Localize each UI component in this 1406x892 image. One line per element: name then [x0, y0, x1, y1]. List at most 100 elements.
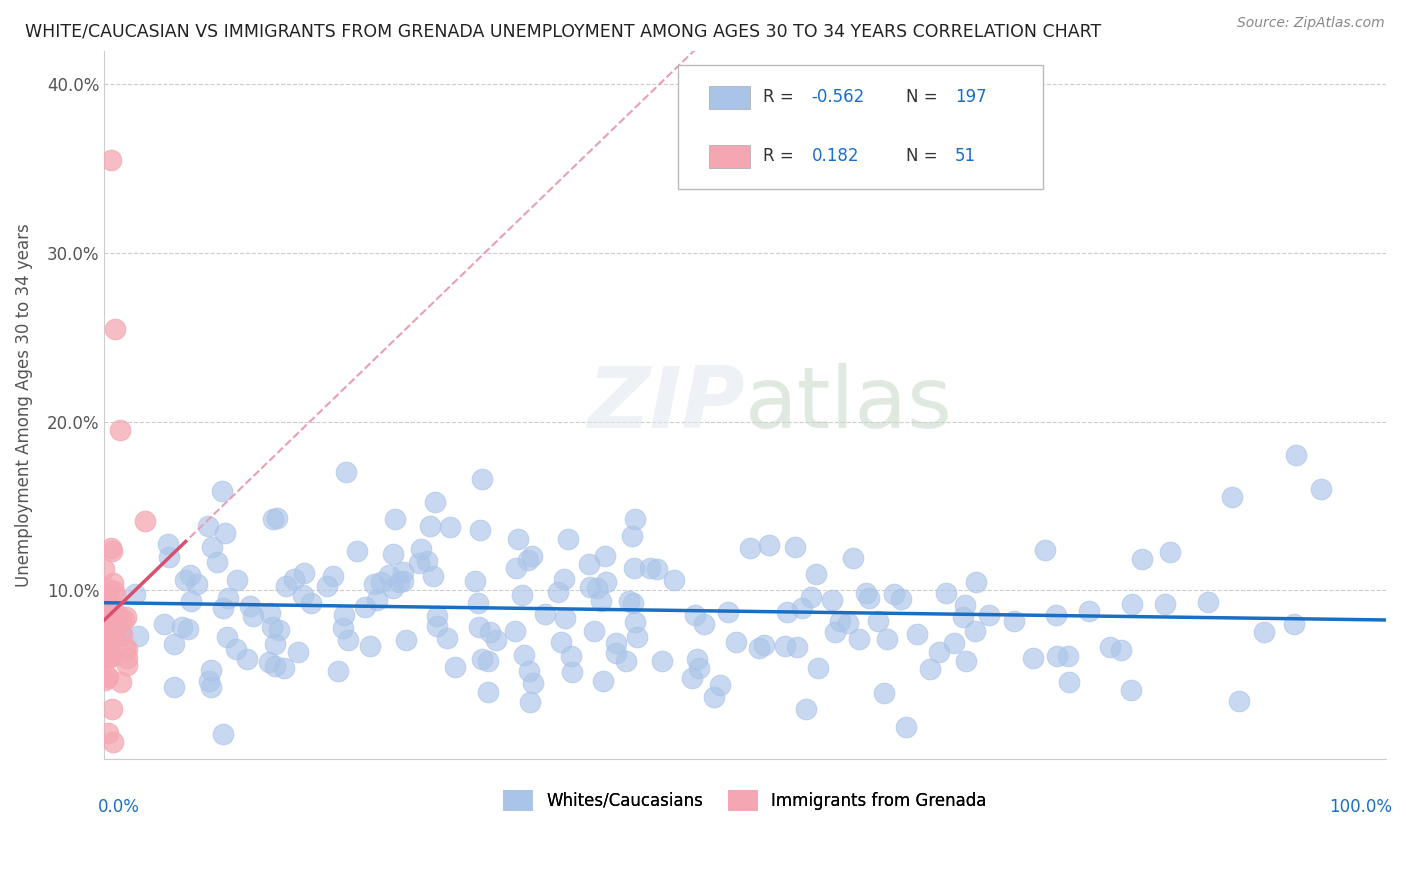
Point	[172, 620, 194, 634]
Point	[186, 577, 208, 591]
Point	[444, 660, 467, 674]
Text: 197: 197	[955, 88, 987, 106]
Point	[283, 573, 305, 587]
Point	[1197, 595, 1219, 609]
Point	[197, 519, 219, 533]
Point	[1253, 625, 1275, 640]
Point	[217, 630, 239, 644]
Point	[1227, 694, 1250, 708]
Point	[108, 423, 131, 437]
Text: -0.562: -0.562	[811, 88, 865, 106]
Point	[468, 524, 491, 538]
Point	[725, 635, 748, 649]
Point	[1098, 640, 1121, 654]
Y-axis label: Unemployment Among Ages 30 to 34 years: Unemployment Among Ages 30 to 34 years	[15, 223, 32, 587]
Point	[225, 573, 247, 587]
Point	[583, 624, 606, 638]
Point	[952, 610, 974, 624]
Point	[1282, 617, 1305, 632]
Point	[1046, 648, 1069, 663]
Point	[174, 574, 197, 588]
Point	[471, 651, 494, 665]
Point	[1022, 651, 1045, 665]
Point	[592, 674, 614, 689]
Point	[621, 596, 644, 610]
Text: Source: ZipAtlas.com: Source: ZipAtlas.com	[1237, 16, 1385, 30]
Point	[821, 592, 844, 607]
Point	[267, 624, 290, 638]
Point	[1154, 597, 1177, 611]
FancyBboxPatch shape	[709, 87, 749, 109]
Point	[785, 540, 807, 554]
Point	[94, 602, 117, 616]
Point	[467, 596, 489, 610]
Point	[1109, 643, 1132, 657]
Text: atlas: atlas	[745, 363, 953, 446]
Point	[578, 580, 600, 594]
Point	[422, 569, 444, 583]
Point	[1057, 674, 1080, 689]
Point	[101, 599, 124, 613]
Point	[709, 677, 731, 691]
Point	[621, 529, 644, 543]
Point	[96, 670, 118, 684]
Point	[688, 661, 710, 675]
Point	[1002, 615, 1025, 629]
Point	[464, 574, 486, 588]
Point	[1285, 448, 1308, 462]
Point	[315, 579, 337, 593]
Point	[905, 627, 928, 641]
Point	[837, 616, 859, 631]
Point	[595, 575, 617, 590]
Point	[236, 652, 259, 666]
Point	[477, 653, 499, 667]
Point	[395, 632, 418, 647]
Point	[807, 661, 830, 675]
Text: 0.0%: 0.0%	[98, 797, 139, 815]
Point	[1121, 597, 1143, 611]
Point	[381, 548, 404, 562]
Point	[1045, 607, 1067, 622]
Point	[392, 565, 415, 579]
Point	[104, 590, 127, 604]
Point	[824, 624, 846, 639]
Text: N =: N =	[907, 147, 943, 165]
Text: WHITE/CAUCASIAN VS IMMIGRANTS FROM GRENADA UNEMPLOYMENT AMONG AGES 30 TO 34 YEAR: WHITE/CAUCASIAN VS IMMIGRANTS FROM GRENA…	[25, 22, 1101, 40]
Point	[156, 536, 179, 550]
Point	[942, 636, 965, 650]
Point	[977, 608, 1000, 623]
Point	[103, 735, 125, 749]
Point	[322, 569, 344, 583]
Point	[436, 631, 458, 645]
Point	[346, 544, 368, 558]
Text: N =: N =	[907, 88, 943, 106]
Point	[104, 610, 127, 624]
Point	[894, 720, 917, 734]
Point	[858, 591, 880, 606]
Point	[93, 673, 115, 687]
Point	[423, 494, 446, 508]
Text: 0.182: 0.182	[811, 147, 859, 165]
Point	[264, 637, 287, 651]
Point	[752, 638, 775, 652]
Point	[617, 594, 640, 608]
FancyBboxPatch shape	[678, 65, 1043, 189]
Point	[114, 640, 136, 655]
Point	[177, 622, 200, 636]
Point	[103, 617, 125, 632]
Point	[876, 632, 898, 647]
Point	[110, 674, 132, 689]
Point	[262, 511, 284, 525]
Point	[388, 574, 411, 589]
Point	[557, 532, 579, 546]
Point	[681, 671, 703, 685]
Point	[363, 576, 385, 591]
Point	[211, 484, 233, 499]
Point	[623, 561, 645, 575]
Point	[127, 629, 149, 643]
Point	[153, 617, 176, 632]
Point	[97, 650, 120, 665]
Point	[748, 640, 770, 655]
Point	[257, 655, 280, 669]
Point	[477, 685, 499, 699]
